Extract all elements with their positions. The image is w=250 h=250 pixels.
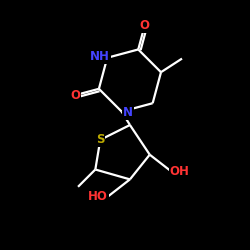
- Text: S: S: [96, 133, 104, 146]
- Text: HO: HO: [88, 190, 108, 203]
- Text: N: N: [123, 106, 133, 119]
- Text: O: O: [140, 19, 150, 32]
- Text: O: O: [70, 89, 80, 102]
- Text: OH: OH: [170, 166, 189, 178]
- Text: NH: NH: [90, 50, 110, 63]
